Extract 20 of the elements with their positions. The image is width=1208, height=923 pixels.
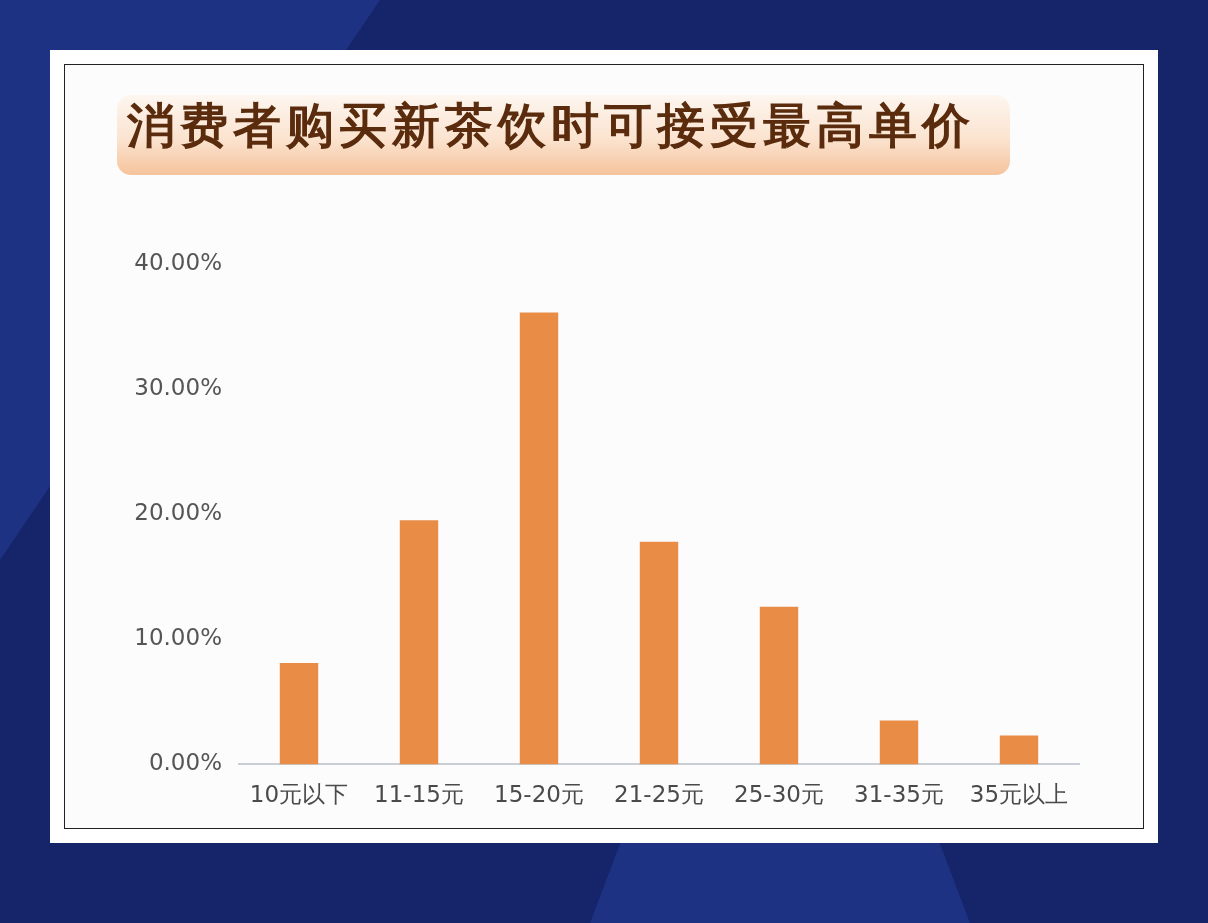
bar [879, 720, 919, 765]
bar [759, 606, 799, 765]
x-tick-label: 25-30元 [734, 781, 824, 808]
bar [639, 541, 679, 765]
x-tick-label: 10元以下 [249, 781, 349, 808]
bar [399, 520, 439, 765]
x-tick-label: 15-20元 [494, 781, 584, 808]
bar [519, 312, 559, 765]
bar [279, 663, 319, 765]
x-tick-label: 21-25元 [614, 781, 704, 808]
chart-title: 消费者购买新茶饮时可接受最高单价 [127, 96, 975, 154]
y-tick-label: 10.00% [134, 624, 222, 651]
y-tick-label: 20.00% [134, 499, 222, 526]
x-tick-label: 31-35元 [854, 781, 944, 808]
y-tick-label: 0.00% [148, 749, 222, 776]
y-tick-label: 30.00% [134, 373, 222, 400]
bar [999, 735, 1039, 765]
x-tick-label: 35元以上 [969, 781, 1069, 808]
y-tick-label: 40.00% [134, 248, 222, 275]
x-tick-label: 11-15元 [374, 781, 464, 808]
